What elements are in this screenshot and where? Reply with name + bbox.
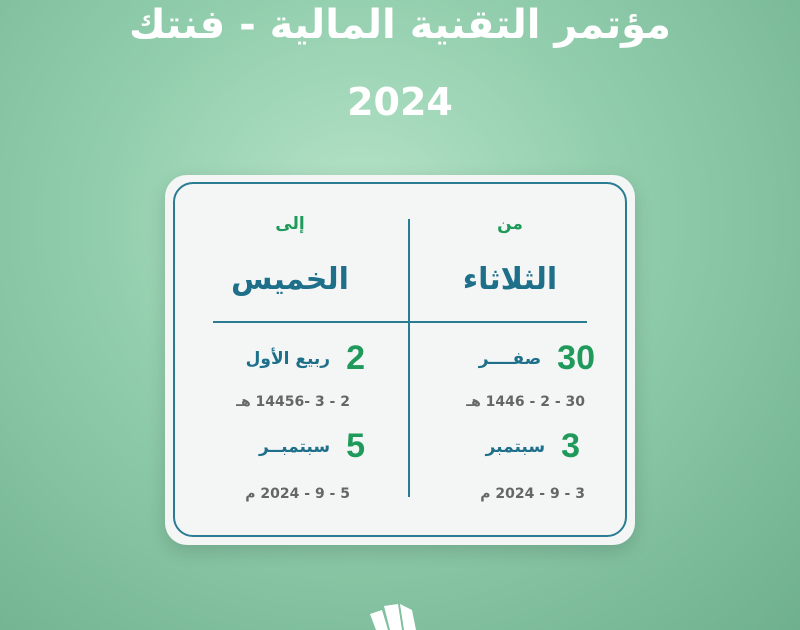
from-greg-date: 3 - 9 - 2024 م bbox=[480, 486, 585, 502]
to-hijri-date: 2 - 3 -14456 هـ bbox=[236, 394, 350, 410]
page-subtitle-year: 2024 bbox=[347, 80, 453, 124]
to-column: إلى الخميس 2 ربيع الأول 2 - 3 -14456 هـ … bbox=[175, 184, 405, 535]
horizontal-divider bbox=[213, 321, 587, 323]
logo-icon bbox=[370, 604, 416, 630]
from-hijri-day: 30 bbox=[557, 339, 595, 377]
to-label: إلى bbox=[275, 214, 305, 234]
from-hijri-date: 30 - 2 - 1446 هـ bbox=[466, 394, 585, 410]
from-hijri-month: صفــــر bbox=[478, 348, 542, 369]
from-label: من bbox=[497, 214, 523, 234]
to-greg: 5 سبتمبــر bbox=[259, 427, 365, 466]
vertical-divider bbox=[408, 219, 410, 497]
card-border: من الثلاثاء 30 صفــــر 30 - 2 - 1446 هـ … bbox=[173, 182, 627, 537]
from-greg-month: سبتمبر bbox=[485, 436, 546, 457]
from-column: من الثلاثاء 30 صفــــر 30 - 2 - 1446 هـ … bbox=[395, 184, 625, 535]
page-title: مؤتمر التقنية المالية - فنتك bbox=[129, 2, 671, 48]
to-greg-month: سبتمبــر bbox=[258, 436, 331, 457]
from-hijri: 30 صفــــر bbox=[479, 339, 595, 378]
to-day: الخميس bbox=[231, 262, 349, 297]
date-card: من الثلاثاء 30 صفــــر 30 - 2 - 1446 هـ … bbox=[165, 175, 635, 545]
from-day: الثلاثاء bbox=[462, 262, 558, 297]
to-greg-date: 5 - 9 - 2024 م bbox=[245, 486, 350, 502]
to-hijri-month: ربيع الأول bbox=[245, 348, 331, 369]
to-greg-day: 5 bbox=[346, 427, 365, 465]
to-hijri-day: 2 bbox=[346, 339, 365, 377]
from-greg-day: 3 bbox=[561, 427, 580, 465]
to-hijri: 2 ربيع الأول bbox=[246, 339, 365, 378]
from-greg: 3 سبتمبر bbox=[486, 427, 580, 466]
